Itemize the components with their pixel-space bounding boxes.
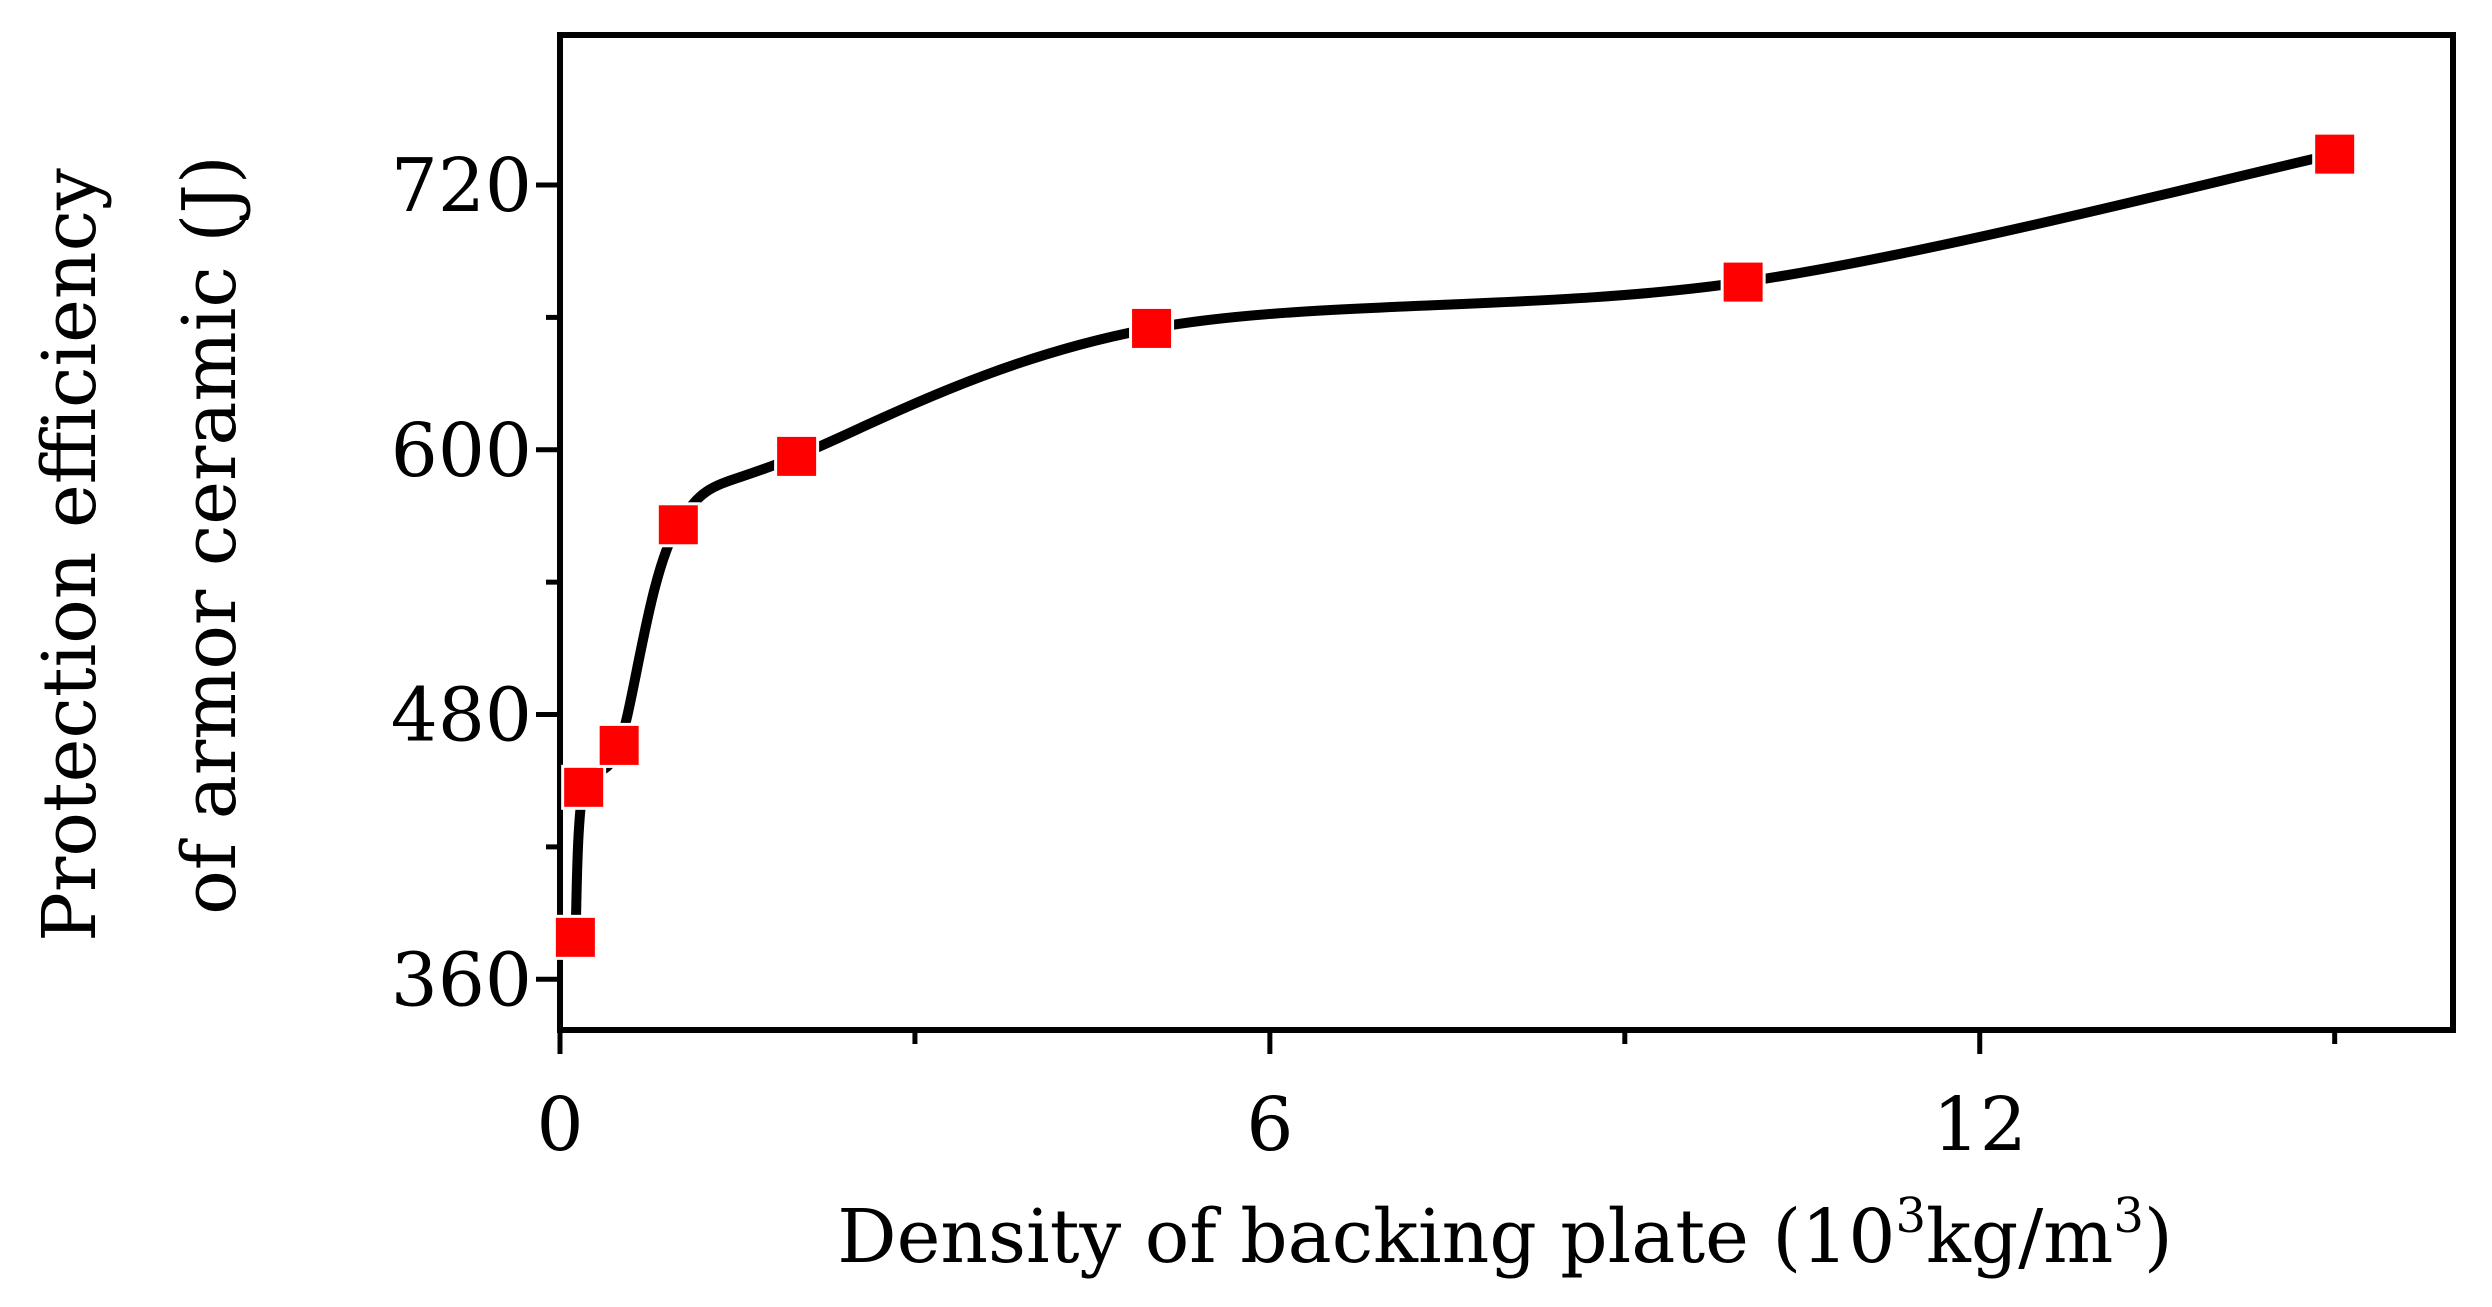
y-axis-title-line2: of armor ceramic (J) — [167, 155, 253, 915]
y-axis-title-line1: Protection efficiency — [27, 168, 113, 942]
x-tick-label: 12 — [1933, 1082, 2027, 1168]
x-tick-label: 0 — [536, 1082, 583, 1168]
data-point-marker — [774, 433, 820, 479]
series-line — [570, 149, 2336, 938]
data-point-marker — [561, 764, 607, 810]
axis-ticks — [536, 182, 2338, 1054]
series-line-layer — [570, 149, 2336, 938]
data-point-marker — [1720, 259, 1766, 305]
plot-frame — [557, 32, 2456, 1033]
data-point-marker — [2312, 131, 2358, 177]
data-point-marker — [1129, 305, 1175, 351]
y-tick-label: 600 — [391, 408, 532, 494]
tick-labels: 0 6 12 360 480 600 720 — [391, 143, 2027, 1168]
y-tick-label: 360 — [391, 937, 532, 1023]
x-tick-label: 6 — [1246, 1082, 1293, 1168]
data-point-marker — [552, 914, 598, 960]
y-tick-label: 480 — [391, 673, 532, 759]
x-axis-title: Density of backing plate (103kg/m3) — [837, 1188, 2172, 1280]
data-point-marker — [596, 722, 642, 768]
y-tick-label: 720 — [391, 143, 532, 229]
series-marker-layer — [552, 131, 2358, 960]
data-point-marker — [655, 502, 701, 548]
